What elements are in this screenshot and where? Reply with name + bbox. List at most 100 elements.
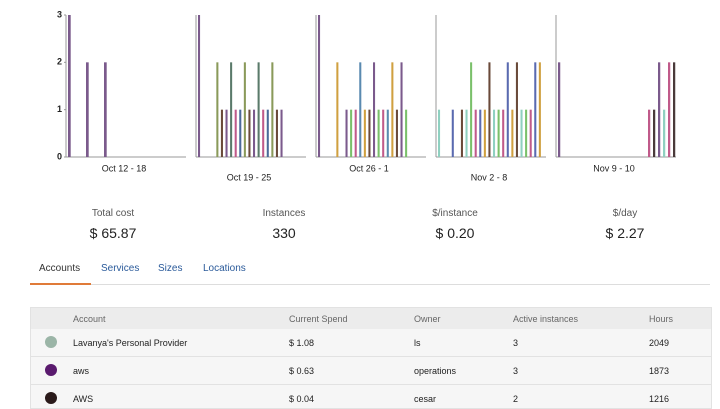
bar bbox=[673, 62, 676, 158]
x-axis-label: Nov 2 - 8 bbox=[471, 172, 508, 182]
bar bbox=[497, 109, 500, 157]
cell: 2049 bbox=[649, 338, 670, 348]
bar bbox=[68, 15, 71, 157]
row-divider bbox=[31, 356, 711, 357]
bar bbox=[663, 109, 666, 157]
bar bbox=[668, 62, 671, 158]
bar bbox=[280, 109, 283, 157]
bar bbox=[658, 62, 661, 158]
bar bbox=[239, 109, 242, 157]
row-divider bbox=[31, 384, 711, 385]
bar bbox=[493, 109, 496, 157]
stat: Instances 330 bbox=[199, 208, 369, 241]
stat: $/instance $ 0.20 bbox=[370, 208, 540, 241]
bar bbox=[558, 62, 561, 158]
bar bbox=[382, 109, 385, 157]
column-header: Account bbox=[73, 314, 106, 324]
stat-value: $ 0.20 bbox=[435, 225, 475, 241]
bar bbox=[648, 109, 651, 157]
cell: 3 bbox=[513, 338, 519, 348]
stat-value: $ 65.87 bbox=[89, 225, 137, 241]
bar bbox=[465, 109, 468, 157]
account-dot bbox=[45, 364, 57, 376]
bar bbox=[243, 62, 246, 158]
stat-label: $/instance bbox=[432, 208, 478, 219]
cell: ls bbox=[414, 338, 421, 348]
cell: $ 0.04 bbox=[289, 394, 315, 404]
bar bbox=[275, 109, 278, 157]
y-tick-label: 0 bbox=[57, 151, 62, 161]
bar bbox=[511, 109, 514, 157]
bar bbox=[257, 62, 260, 158]
bar bbox=[373, 62, 376, 158]
bar bbox=[391, 62, 394, 158]
tab[interactable]: Sizes bbox=[158, 263, 183, 274]
bar bbox=[520, 109, 523, 157]
bar bbox=[488, 62, 491, 158]
bar bbox=[386, 109, 389, 157]
bar bbox=[225, 109, 228, 157]
cell: $ 1.08 bbox=[289, 338, 315, 348]
bar bbox=[525, 109, 528, 157]
cell: 1216 bbox=[649, 394, 670, 404]
bar bbox=[400, 62, 403, 158]
y-tick-label: 2 bbox=[57, 57, 62, 67]
bar bbox=[271, 62, 274, 158]
bar bbox=[377, 109, 380, 157]
bar bbox=[534, 62, 537, 158]
bar bbox=[359, 62, 362, 158]
bar bbox=[395, 109, 398, 157]
bar bbox=[248, 109, 251, 157]
bar bbox=[230, 62, 233, 158]
stat-label: $/day bbox=[612, 208, 638, 219]
stat-value: 330 bbox=[272, 225, 296, 241]
bar bbox=[104, 62, 107, 158]
bar bbox=[438, 109, 441, 157]
cell: AWS bbox=[73, 394, 94, 404]
stat-label: Total cost bbox=[91, 208, 135, 219]
cell: aws bbox=[73, 366, 90, 376]
x-axis-label: Oct 12 - 18 bbox=[102, 163, 147, 173]
column-header: Owner bbox=[414, 314, 441, 324]
bar bbox=[350, 109, 353, 157]
bar bbox=[470, 62, 473, 158]
bar bbox=[262, 109, 265, 157]
bar bbox=[266, 109, 269, 157]
cell: 3 bbox=[513, 366, 519, 376]
tab[interactable]: Locations bbox=[203, 263, 246, 274]
tab[interactable]: Accounts bbox=[39, 263, 81, 274]
bar bbox=[538, 62, 541, 158]
chart: 0 1 2 3 Oct 12 - 18 Oct 19 - 25 Oct 26 - 1 Nov … bbox=[57, 9, 676, 182]
bar bbox=[474, 109, 477, 157]
cell: Lavanya's Personal Provider bbox=[73, 338, 188, 348]
bar bbox=[336, 62, 339, 158]
tab[interactable]: Services bbox=[101, 263, 140, 274]
tab-divider bbox=[30, 284, 710, 285]
table: Account Current Spend Owner Active insta… bbox=[30, 307, 712, 409]
column-header: Active instances bbox=[513, 314, 579, 324]
bar bbox=[479, 109, 482, 157]
account-dot bbox=[45, 336, 57, 348]
bar bbox=[253, 109, 256, 157]
cell: 2 bbox=[513, 394, 519, 404]
column-header: Hours bbox=[649, 314, 674, 324]
x-axis-label: Nov 9 - 10 bbox=[593, 163, 635, 173]
bar bbox=[368, 109, 371, 157]
bar bbox=[483, 109, 486, 157]
account-dot bbox=[45, 392, 57, 404]
bar bbox=[529, 109, 532, 157]
stat: $/day $ 2.27 bbox=[540, 208, 710, 241]
bar bbox=[216, 62, 219, 158]
bar bbox=[234, 109, 237, 157]
bar bbox=[460, 109, 463, 157]
bar bbox=[405, 109, 408, 157]
bar bbox=[198, 15, 201, 157]
stat-value: $ 2.27 bbox=[605, 225, 645, 241]
bar bbox=[506, 62, 509, 158]
bar bbox=[86, 62, 89, 158]
cell: operations bbox=[414, 366, 457, 376]
bar bbox=[318, 15, 321, 157]
x-axis-label: Oct 26 - 1 bbox=[349, 163, 389, 173]
y-tick-label: 1 bbox=[57, 104, 62, 114]
bar bbox=[354, 109, 357, 157]
